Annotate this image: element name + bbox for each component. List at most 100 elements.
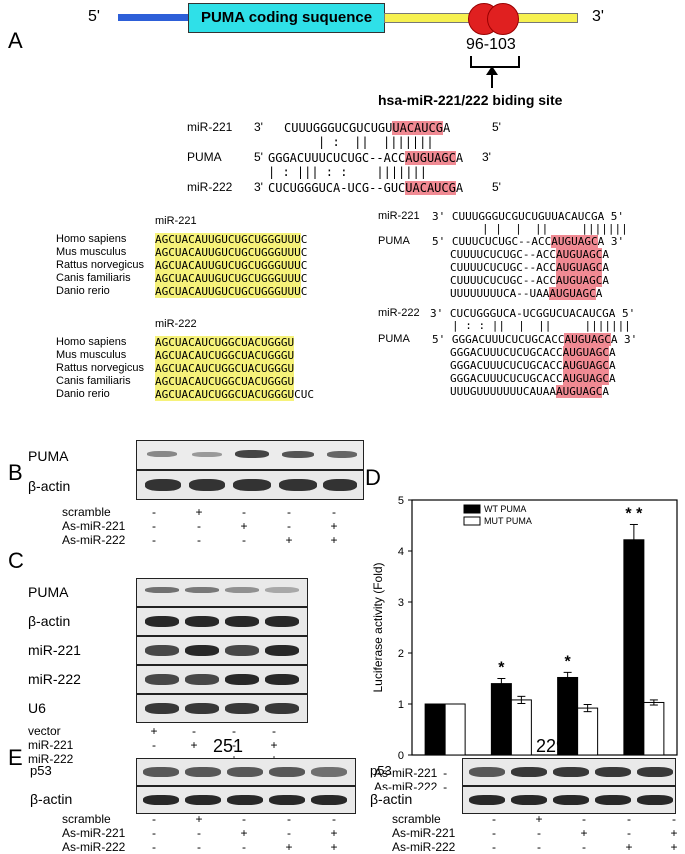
legend-swatch [463,504,481,514]
seed-match: AUGUAGC [555,274,603,287]
seq-part: A [595,287,603,300]
conservation-mir221-seq: AGCUACAUUGUCUGCUGGGUUUC [155,285,307,298]
seed-match: AUGUAGC [564,333,611,346]
y-tick-label: 2 [398,648,404,660]
site-range: 96-103 [466,36,516,53]
seq-tail: C [300,259,308,272]
sign-e-right: - [582,840,586,854]
species-label: Danio rerio [56,388,110,400]
chart-sign: - [443,780,447,790]
binding-site-label: hsa-miR-221/222 biding site [378,92,563,108]
blot-band [265,645,299,656]
blot-band [227,795,263,805]
blot-band [265,703,299,714]
seq-part: CUUUUCUCUGC--ACC [450,274,556,287]
conservation-mir221-seq: AGCUACAUUGUCUGCUGGGUUUC [155,246,307,259]
duplex-puma-3prime: 3' [482,150,491,164]
blot-b-row-label-actin: β-actin [28,478,71,494]
sign-c: - [232,738,236,752]
sign-b: - [197,519,201,533]
sign-e-left: - [152,812,156,826]
sign-e-right: - [537,840,541,854]
duplex-pairing-1: | : || ||||||| [318,135,434,149]
blot-c-row-label: miR-222 [28,671,81,687]
condition-label: scramble [392,812,441,826]
seq-highlight: AGCUACAUUGUCUGCUGGGUUU [155,285,301,298]
duplex-puma-seq: GGGACUUUCUCUGC--ACCAUGUAGCA [268,151,464,165]
species-label: Canis familiaris [56,272,131,284]
blot-e-right [462,758,676,786]
seq-tail: C [300,272,308,285]
seq-part: A [602,261,609,274]
significance-marker: * [565,653,572,670]
sign-e-right: + [670,826,678,840]
seq-part: A [602,274,609,287]
species-label: Rattus norvegicus [56,259,145,271]
seq-part: GGGACUUUCUCUGCACC [450,372,563,385]
significance-marker: * * [625,505,643,522]
seq-part: 5' CUUUCUCUGC--ACC [432,235,552,248]
align-mir222-label: miR-222 [378,307,420,319]
blot-c-0 [136,578,308,607]
seq-part: A [608,346,616,359]
condition-label: miR-222 [28,752,74,766]
species-label: Homo sapiens [56,233,127,245]
sign-e-left: + [330,840,338,854]
alignment-puma2-row: UUUGUUUUUUUCAUAAAUGUAGCA [450,385,609,398]
panel-label-b: B [8,460,23,485]
sign-e-right: + [625,840,633,854]
sign-b: - [332,505,336,519]
conservation-mir221-title: miR-221 [155,215,197,227]
duplex-puma-5prime: 5' [254,150,263,164]
blot-e-right-row-label: β-actin [370,791,413,807]
align-puma2-label: PUMA [378,333,410,345]
sign-b: + [330,533,338,547]
blot-band [227,767,263,777]
sign-e-right: - [537,826,541,840]
duplex-mir222-label: miR-222 [187,180,233,194]
duplex-mir221-5prime: 5' [492,120,501,134]
legend-swatch [463,516,481,526]
sign-b: - [197,533,201,547]
blot-band [145,703,179,714]
seed-match: AUGUAGC [562,346,609,359]
seq-highlight: AGCUACAUCUGGCUACUGGGU [155,388,295,401]
y-tick-label: 0 [398,750,404,762]
blot-band [225,703,259,714]
y-tick-label: 4 [398,546,404,558]
sign-e-right: + [670,840,678,854]
seed-match: AUGUAGC [562,372,609,385]
blot-band [225,674,259,685]
blot-band [311,767,347,777]
conservation-mir222-seq: AGCUACAUCUGGCUACUGGGU [155,336,295,349]
legend-label: MUT PUMA [484,516,532,526]
sign-b: - [287,505,291,519]
sign-e-right: + [580,826,588,840]
blot-c-3 [136,665,308,694]
blot-band [185,587,219,593]
blot-band [145,587,179,593]
alignment-puma1-row: 5' CUUUCUCUGC--ACCAUGUAGCA 3' [432,235,624,248]
sign-b: - [152,519,156,533]
chart-condition-label: As-miR-222 [374,780,438,790]
chart-sign: - [443,766,447,780]
bar-wt-puma [623,539,645,756]
sign-e-left: - [287,826,291,840]
conservation-mir222-title: miR-222 [155,318,197,330]
condition-label: As-miR-222 [392,840,456,854]
seq-tail: C [300,233,308,246]
sign-c: - [232,724,236,738]
sign-e-right: - [582,812,586,826]
alignment-puma2-row: GGGACUUUCUCUGCACCAUGUAGCA [450,359,616,372]
blot-b-row-label-puma: PUMA [28,448,69,464]
seed-match: AUGUAGC [562,359,609,372]
seq-highlight: AGCUACAUUGUCUGCUGGGUUU [155,246,301,259]
seq-highlight: AGCUACAUCUGGCUACUGGGU [155,362,295,375]
sign-b: + [330,519,338,533]
condition-label: As-miR-221 [62,826,126,840]
plot-frame [411,499,678,756]
bar-mut-puma [510,699,532,756]
three-prime-label: 3' [592,8,604,25]
conservation-mir222-seq: AGCUACAUCUGGCUACUGGGU [155,349,295,362]
sign-e-right: - [627,812,631,826]
